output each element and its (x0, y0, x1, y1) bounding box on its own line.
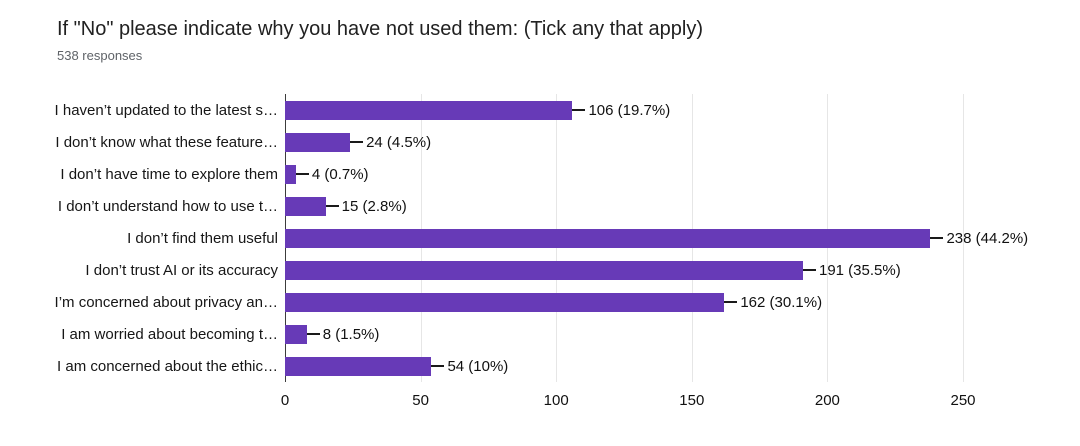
chart-row: I’m concerned about privacy an… 162 (30.1… (0, 286, 1080, 318)
chart-rows: I haven’t updated to the latest s… 106 (1… (0, 94, 1080, 382)
bar-area: 191 (35.5%) (285, 254, 1080, 286)
chart-row: I am worried about becoming t… 8 (1.5%) (0, 318, 1080, 350)
chart-row: I don’t find them useful 238 (44.2%) (0, 222, 1080, 254)
bar-area: 15 (2.8%) (285, 190, 1080, 222)
value-label: 4 (0.7%) (311, 165, 369, 183)
leader-line (431, 365, 445, 367)
category-label: I don’t have time to explore them (60, 165, 278, 183)
bar-area: 8 (1.5%) (285, 318, 1080, 350)
bar (285, 132, 351, 152)
gridline (963, 94, 964, 382)
bar-area: 238 (44.2%) (285, 222, 1080, 254)
x-tick-label: 0 (280, 392, 290, 409)
leader-line (930, 237, 944, 239)
leader-line (724, 301, 738, 303)
chart-title: If "No" please indicate why you have not… (57, 18, 704, 40)
value-label: 54 (10%) (447, 357, 509, 375)
x-tick-label: 150 (679, 392, 705, 409)
chart-row: I haven’t updated to the latest s… 106 (1… (0, 94, 1080, 126)
leader-line (350, 141, 364, 143)
x-tick-label: 100 (543, 392, 569, 409)
category-label: I’m concerned about privacy an… (54, 293, 278, 311)
bar (285, 324, 307, 344)
chart-header: If "No" please indicate why you have not… (0, 0, 1080, 64)
leader-line (572, 109, 586, 111)
response-count: 538 responses (57, 48, 143, 63)
bar-area: 106 (19.7%) (285, 94, 1080, 126)
x-tick-label: 200 (814, 392, 840, 409)
category-label: I am concerned about the ethic… (57, 357, 278, 375)
category-label: I am worried about becoming t… (61, 325, 278, 343)
bar (285, 196, 326, 216)
value-label: 8 (1.5%) (322, 325, 380, 343)
bar (285, 260, 803, 280)
bar-area: 54 (10%) (285, 350, 1080, 382)
horizontal-bar-chart: I haven’t updated to the latest s… 106 (1… (0, 94, 1080, 409)
leader-line (306, 333, 320, 335)
bar (285, 100, 573, 120)
category-label: I don’t find them useful (127, 229, 278, 247)
leader-line (325, 205, 339, 207)
bar (285, 356, 432, 376)
chart-row: I don’t trust AI or its accuracy 191 (35.… (0, 254, 1080, 286)
value-label: 24 (4.5%) (366, 133, 432, 151)
value-label: 106 (19.7%) (588, 101, 671, 119)
category-label: I don’t know what these feature… (55, 133, 278, 151)
category-label: I don’t understand how to use t… (57, 197, 278, 215)
bar (285, 228, 931, 248)
bar (285, 164, 296, 184)
value-label: 162 (30.1%) (740, 293, 823, 311)
chart-row: I don’t know what these feature… 24 (4.5%… (0, 126, 1080, 158)
category-label: I haven’t updated to the latest s… (54, 101, 278, 119)
chart-row: I am concerned about the ethic… 54 (10%) (0, 350, 1080, 382)
leader-line (802, 269, 816, 271)
value-label: 238 (44.2%) (946, 229, 1029, 247)
value-label: 191 (35.5%) (818, 261, 901, 279)
bar-area: 24 (4.5%) (285, 126, 1080, 158)
bar-area: 4 (0.7%) (285, 158, 1080, 190)
value-label: 15 (2.8%) (341, 197, 407, 215)
leader-line (295, 173, 309, 175)
bar (285, 292, 725, 312)
chart-row: I don’t understand how to use t… 15 (2.8%… (0, 190, 1080, 222)
chart-row: I don’t have time to explore them 4 (0.7%… (0, 158, 1080, 190)
category-label: I don’t trust AI or its accuracy (85, 261, 278, 279)
bar-area: 162 (30.1%) (285, 286, 1080, 318)
x-tick-label: 250 (950, 392, 976, 409)
x-tick-label: 50 (412, 392, 429, 409)
